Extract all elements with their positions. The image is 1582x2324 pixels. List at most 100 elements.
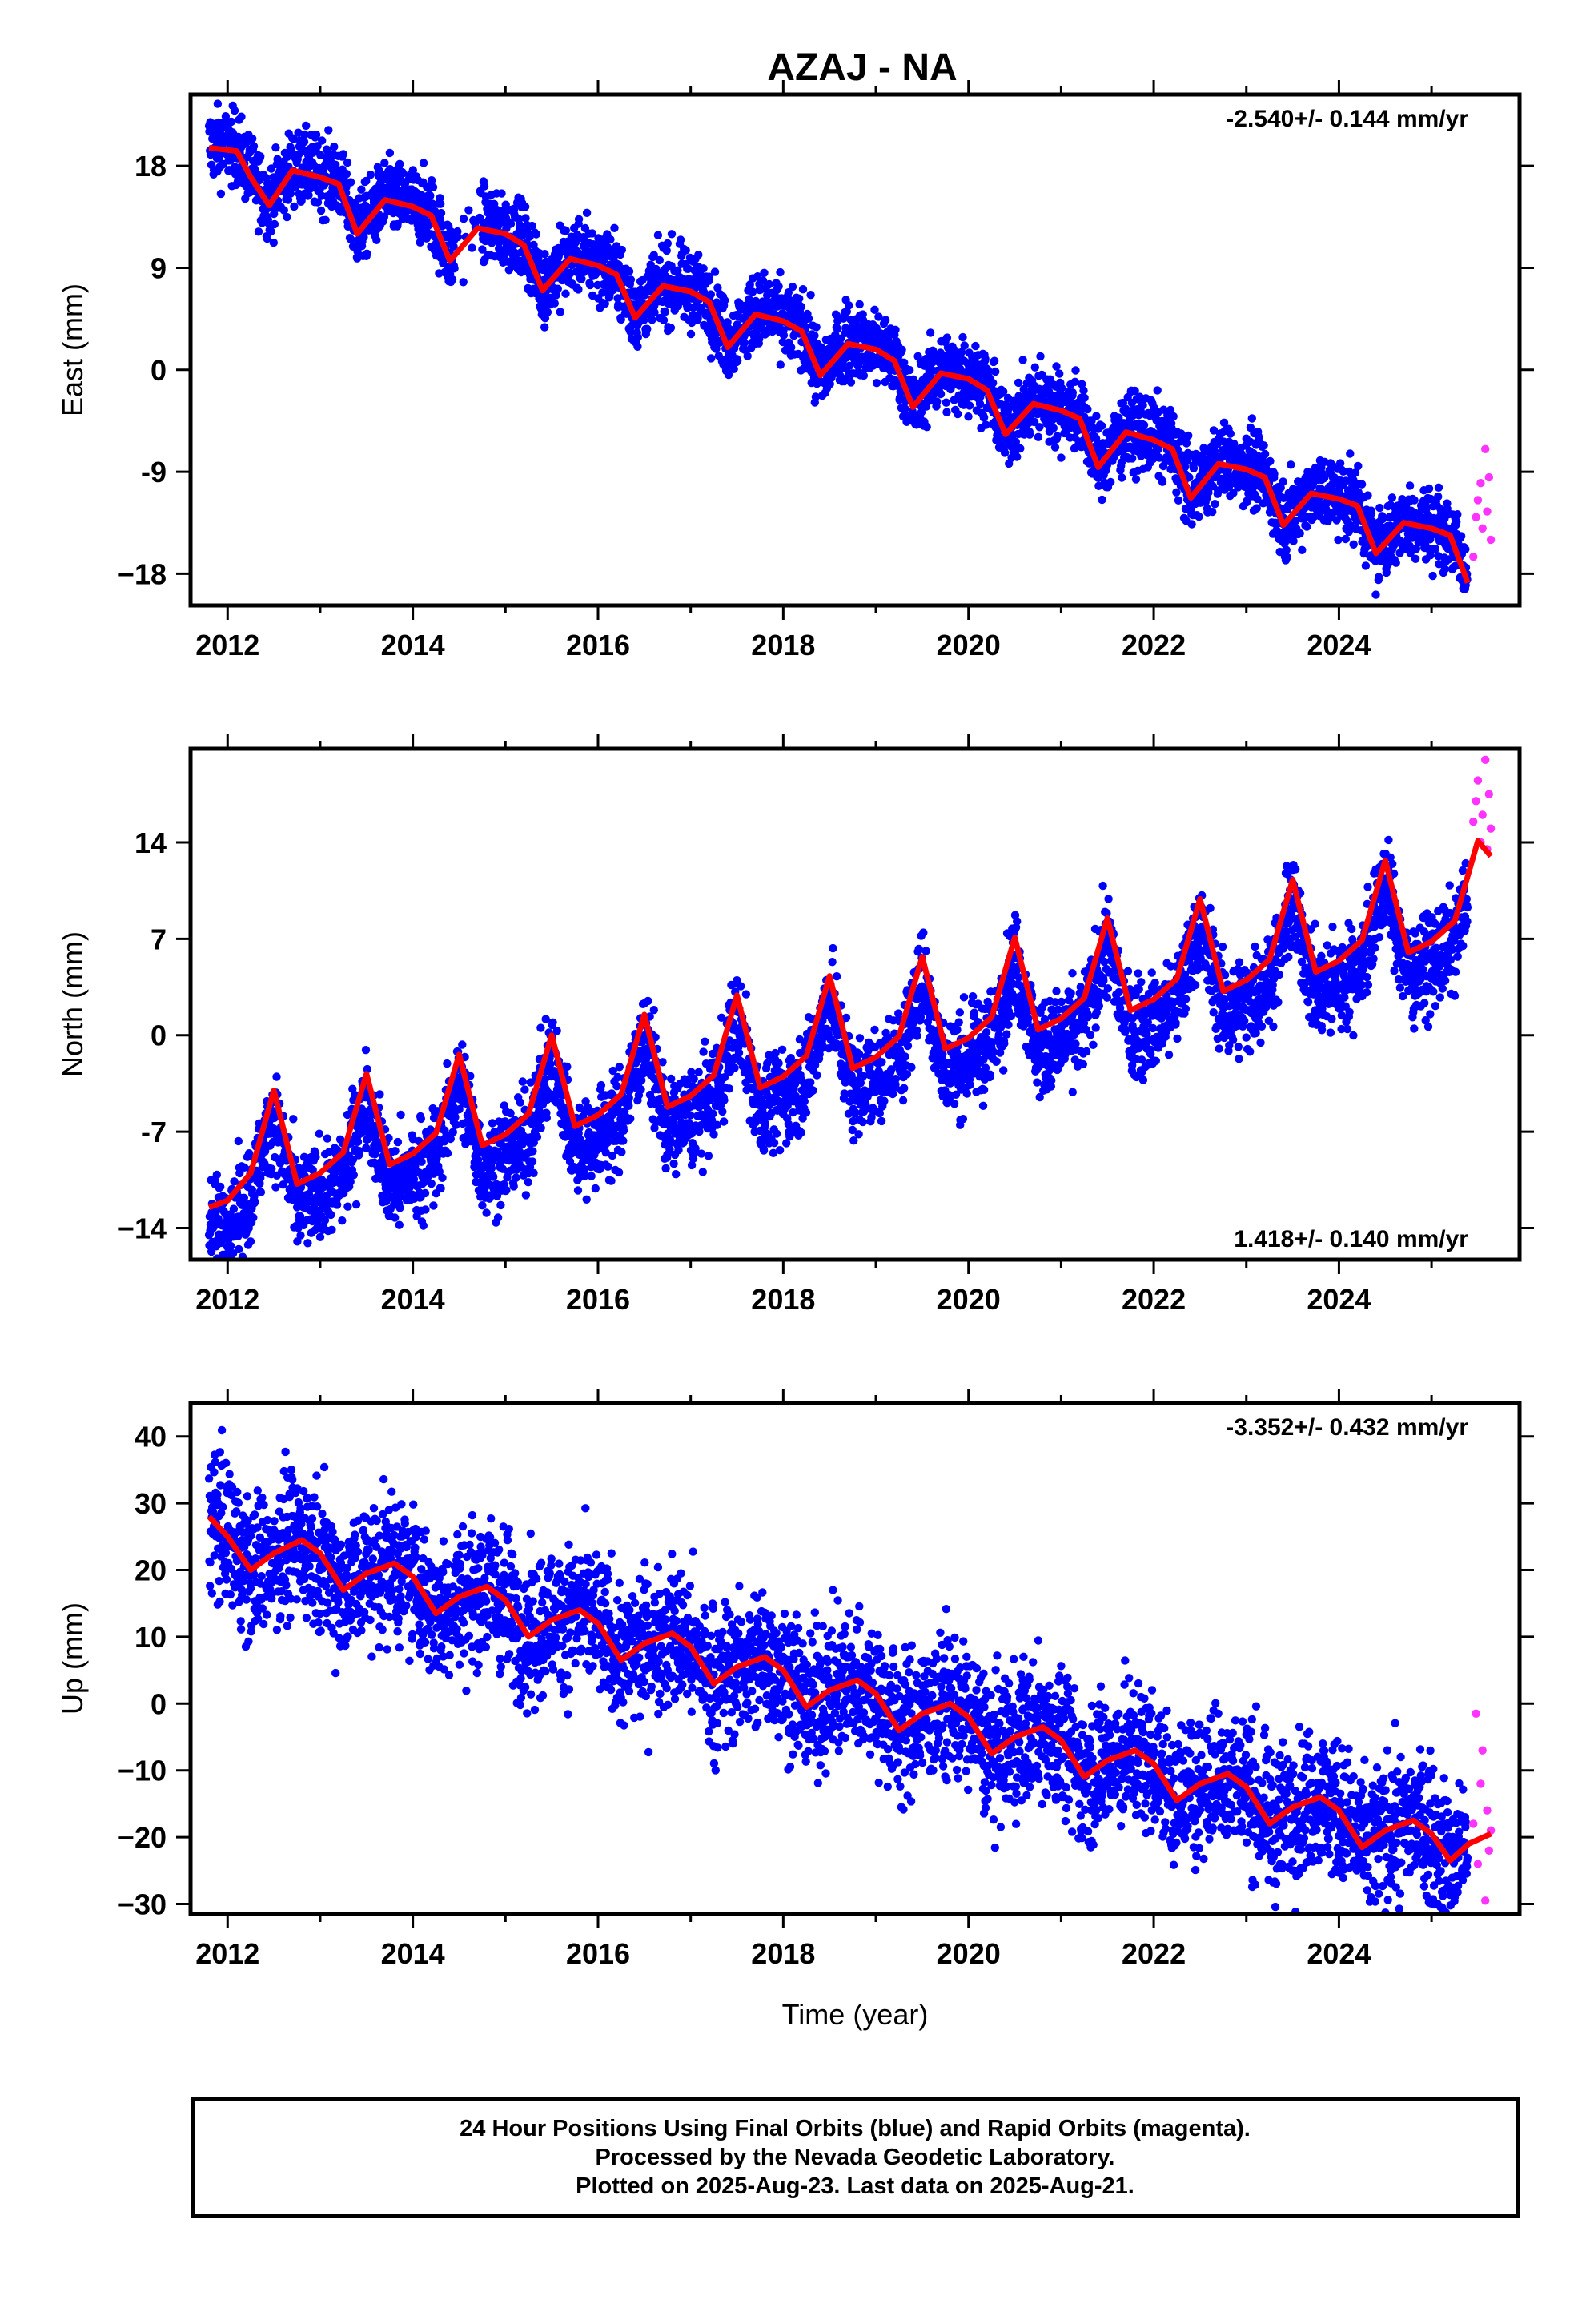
east-final-point [1431,545,1440,553]
east-final-point [933,397,942,406]
east-final-point [733,356,742,365]
east-final-point [553,284,562,293]
east-final-point [313,198,323,207]
north-final-point [315,1129,323,1138]
east-final-point [380,159,389,167]
east-final-point [1453,510,1462,519]
east-final-point [1319,473,1329,483]
east-final-point [1462,612,1470,620]
east-final-point [1187,520,1196,529]
east-final-point [721,296,729,305]
y-tick-label: -9 [141,456,167,489]
east-final-point [1030,363,1040,372]
east-final-point [321,215,330,224]
east-final-point [540,323,549,332]
east-final-point [339,150,347,159]
east-final-point [480,182,489,191]
east-final-point [1153,386,1162,395]
east-final-point [1050,443,1060,452]
east-final-point [958,332,967,342]
east-final-point [1426,551,1435,560]
east-final-point [798,285,808,294]
east-final-point [1434,483,1443,492]
east-final-point [1118,473,1126,482]
north-final-point [235,1168,244,1178]
east-final-point [1303,522,1311,531]
east-final-point [1387,493,1397,502]
east-final-point [897,345,906,354]
east-final-point [1011,437,1021,447]
east-final-point [426,191,435,200]
east-final-point [755,335,764,344]
east-final-point [1298,545,1307,554]
east-final-point [267,164,276,173]
east-final-point [453,232,462,242]
east-final-point [311,131,321,139]
east-final-point [1434,492,1443,501]
east-final-point [1260,449,1270,459]
east-rapid-point [1481,444,1490,453]
east-final-point [1195,512,1203,521]
east-final-point [917,408,926,416]
east-final-point [713,283,722,292]
east-final-point [922,423,931,432]
east-final-point [532,230,540,239]
east-final-point [797,302,805,312]
east-final-point [1034,432,1043,441]
east-final-point [1346,449,1355,458]
east-x-ticks [226,80,1433,620]
north-final-point [417,1157,426,1166]
y-tick-label: 18 [135,150,167,183]
east-final-point [300,130,309,139]
east-final-point [859,371,869,380]
east-final-point [1080,393,1089,402]
east-final-point [942,408,951,416]
north-final-point [296,1231,305,1240]
x-tick-label: 2024 [1307,629,1371,661]
east-final-point [1131,475,1141,484]
east-final-point [1057,453,1066,462]
east-final-point [1456,532,1466,541]
east-final-point [616,315,625,324]
east-final-point [1435,560,1443,569]
east-final-point [881,316,890,324]
east-rapid-point [1476,479,1485,488]
east-final-point [295,150,303,159]
north-final-point [246,1237,255,1246]
east-final-point [667,230,677,239]
north-final-point [361,1046,371,1055]
east-final-point [521,214,530,223]
east-final-point [613,294,622,303]
east-final-point [724,370,733,380]
east-final-point [999,387,1008,396]
east-final-point [1210,447,1219,456]
north-final-point [351,1200,361,1209]
east-final-point [655,255,664,265]
east-final-point [248,134,257,143]
east-final-point [468,243,476,252]
east-final-point [1052,362,1061,371]
east-final-point [624,267,634,276]
east-final-point [267,227,275,236]
x-tick-label: 2012 [195,629,259,661]
east-final-point [254,227,263,236]
east-final-point [760,268,769,277]
north-final-point [240,1163,249,1172]
north-final-point [279,1180,287,1189]
north-final-point [212,1170,221,1180]
north-final-point [365,1116,375,1125]
east-final-point [408,166,417,175]
north-final-point [249,1213,258,1222]
north-final-point [315,1232,325,1242]
east-final-point [788,283,797,292]
east-final-point [399,169,408,178]
north-final-point [355,1147,363,1156]
east-final-point [1158,477,1167,486]
north-final-point [391,1147,400,1156]
east-final-point [1363,491,1372,500]
north-final-point [303,1239,312,1248]
east-rapid-point [1478,524,1487,533]
east-final-point [1259,441,1268,450]
east-final-point [806,291,815,300]
